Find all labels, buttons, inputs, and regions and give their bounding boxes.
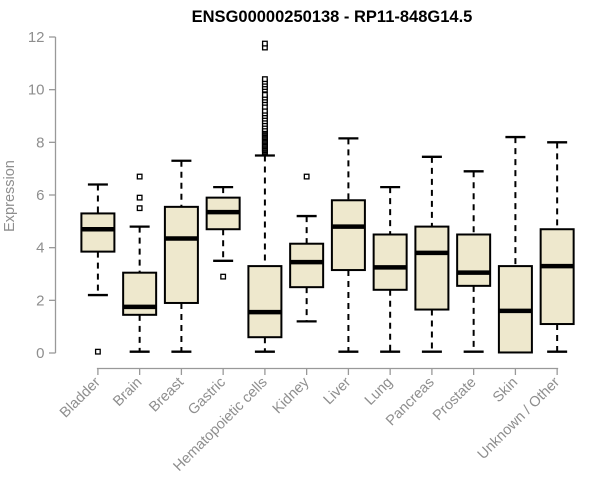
x-tick-label-bladder: Bladder <box>57 374 104 421</box>
y-tick-label: 0 <box>36 345 44 362</box>
x-tick-label-lung: Lung <box>362 375 396 409</box>
y-axis-title: Expression <box>2 160 18 232</box>
y-tick-label: 6 <box>36 187 44 204</box>
outlier-point-hematopoietic-cells <box>261 91 268 98</box>
outlier-point-hematopoietic-cells <box>261 76 268 83</box>
y-tick-label: 2 <box>36 292 44 309</box>
box-breast <box>163 205 199 304</box>
box-liver <box>330 199 366 272</box>
y-tick-label: 4 <box>36 240 44 257</box>
box-hematopoietic-cells <box>247 265 283 339</box>
outlier-point-brain <box>136 205 143 212</box>
outlier-point-brain <box>136 194 143 201</box>
x-tick-label-brain: Brain <box>110 375 145 410</box>
y-tick-label: 12 <box>28 29 45 46</box>
box-bladder <box>80 212 116 253</box>
outlier-point-bladder <box>94 348 101 355</box>
box-kidney <box>289 242 325 289</box>
box-pancreas <box>414 225 450 311</box>
box-unknown-other <box>539 228 575 326</box>
x-tick-label-breast: Breast <box>146 375 187 416</box>
x-tick-label-liver: Liver <box>321 374 355 408</box>
x-tick-label-kidney: Kidney <box>270 374 313 417</box>
chart-title: ENSG00000250138 - RP11-848G14.5 <box>192 8 473 26</box>
box-lung <box>372 233 408 291</box>
outlier-point-hematopoietic-cells <box>261 40 268 47</box>
y-tick-label: 8 <box>36 134 44 151</box>
outlier-point-kidney <box>303 173 310 180</box>
y-tick-label: 10 <box>28 82 45 99</box>
x-tick-label-skin: Skin <box>490 375 521 406</box>
outlier-point-brain <box>136 173 143 180</box>
box-prostate <box>456 233 492 287</box>
outlier-point-gastric <box>220 273 227 280</box>
x-tick-label-prostate: Prostate <box>430 375 479 424</box>
